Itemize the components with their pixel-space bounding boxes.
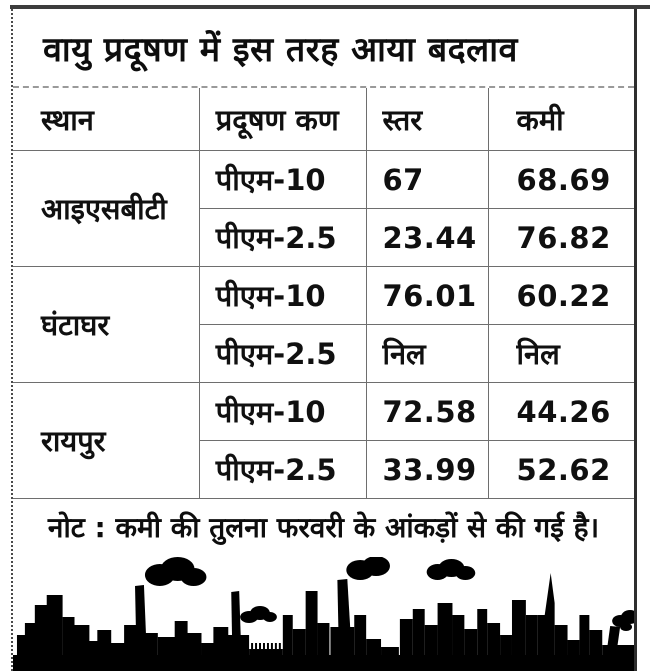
level-cell: 23.44 [366, 208, 489, 267]
location-cell: घंटाघर [12, 266, 200, 383]
particle-cell: पीएम-10 [198, 382, 368, 441]
table-row: पीएम-2.5 33.99 52.62 [13, 440, 635, 499]
reduction-cell: 44.26 [487, 382, 635, 441]
level-cell: 67 [366, 150, 489, 209]
table-header-row: स्थान प्रदूषण कण स्तर कमी [12, 87, 635, 151]
page-title: वायु प्रदूषण में इस तरह आया बदलाव [43, 29, 518, 70]
particle-cell: पीएम-2.5 [198, 440, 368, 499]
header-location: स्थान [12, 87, 200, 151]
table-row: रायपुर पीएम-10 72.58 44.26 [12, 382, 635, 499]
reduction-cell: 76.82 [487, 208, 635, 267]
header-level: स्तर [366, 87, 489, 151]
reduction-cell: 60.22 [487, 266, 635, 325]
skyline-band [13, 555, 634, 671]
table-row: पीएम-2.5 23.44 76.82 [13, 208, 635, 267]
reduction-cell: निल [487, 324, 635, 383]
pollution-table: स्थान प्रदूषण कण स्तर कमी आइएसबीटी पीएम-… [12, 87, 635, 499]
particle-cell: पीएम-10 [198, 266, 368, 325]
level-cell: 76.01 [366, 266, 489, 325]
spire-building [537, 573, 555, 671]
particle-cell: पीएम-2.5 [198, 208, 368, 267]
footnote: नोट : कमी की तुलना फरवरी के आंकड़ों से क… [47, 511, 600, 544]
note-band: नोट : कमी की तुलना फरवरी के आंकड़ों से क… [13, 498, 634, 555]
particle-cell: पीएम-2.5 [198, 324, 368, 383]
factory-chimney-icon [135, 579, 621, 655]
smoke-cloud-icon [144, 557, 634, 631]
level-cell: 72.58 [366, 382, 489, 441]
level-cell: निल [366, 324, 489, 383]
location-cell: रायपुर [12, 382, 200, 499]
reduction-cell: 52.62 [487, 440, 635, 499]
city-skyline-illustration [13, 557, 634, 671]
table-row: आइएसबीटी पीएम-10 67 68.69 [12, 150, 635, 267]
location-cell: आइएसबीटी [12, 150, 200, 267]
level-cell: 33.99 [366, 440, 489, 499]
clipping-frame: वायु प्रदूषण में इस तरह आया बदलाव स्थान … [11, 9, 637, 671]
title-band: वायु प्रदूषण में इस तरह आया बदलाव [13, 9, 634, 88]
reduction-cell: 68.69 [487, 150, 635, 209]
top-rule [10, 5, 650, 9]
header-reduction: कमी [487, 87, 635, 151]
table-row: घंटाघर पीएम-10 76.01 60.22 [12, 266, 635, 383]
particle-cell: पीएम-10 [198, 150, 368, 209]
header-particle: प्रदूषण कण [198, 87, 368, 151]
city-buildings [16, 573, 634, 671]
